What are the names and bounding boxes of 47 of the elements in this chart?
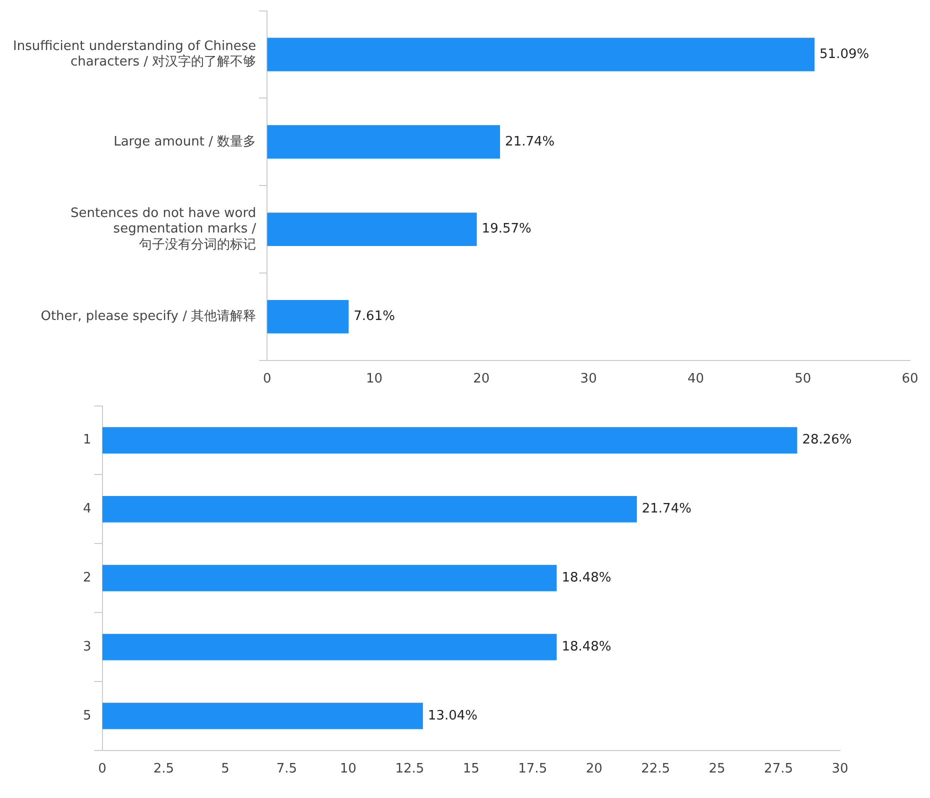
x-tick-label: 30 bbox=[832, 762, 848, 777]
data-label: 51.09% bbox=[820, 46, 870, 62]
x-tick-label: 7.5 bbox=[276, 762, 298, 777]
x-tick-label: 30 bbox=[580, 372, 597, 387]
bar bbox=[102, 702, 423, 730]
y-tick-label: 4 bbox=[82, 502, 92, 517]
bar bbox=[267, 212, 477, 246]
y-tick-label: 5 bbox=[82, 708, 92, 724]
x-tick-label: 22.5 bbox=[641, 762, 670, 777]
x-tick-label: 20 bbox=[586, 762, 602, 777]
data-label: 19.57% bbox=[482, 222, 532, 237]
x-tick-label: 5 bbox=[221, 762, 230, 777]
x-tick-label: 25 bbox=[708, 762, 726, 777]
y-tick-label: 3 bbox=[82, 639, 92, 654]
x-tick-label: 10 bbox=[340, 762, 356, 777]
data-label: 13.04% bbox=[428, 708, 478, 724]
x-tick-label: 20 bbox=[473, 372, 490, 387]
y-tick-label: Insufficient understanding of Chinese characters / 对汉字的了解不够 bbox=[12, 39, 256, 70]
data-label: 21.74% bbox=[642, 502, 692, 517]
x-tick-label: 0 bbox=[262, 372, 272, 387]
y-tick-label: 2 bbox=[82, 570, 92, 586]
x-tick-label: 50 bbox=[794, 372, 812, 387]
x-tick-label: 0 bbox=[98, 762, 106, 777]
bar bbox=[102, 564, 557, 592]
bar bbox=[267, 38, 815, 72]
y-tick-label: 1 bbox=[82, 432, 92, 448]
x-tick-label: 27.5 bbox=[764, 762, 793, 777]
y-tick-label: Other, please specify / 其他请解释 bbox=[40, 309, 256, 324]
x-tick-label: 15 bbox=[462, 762, 480, 777]
x-tick-label: 2.5 bbox=[153, 762, 174, 777]
bar bbox=[102, 496, 637, 522]
data-label: 7.61% bbox=[354, 309, 395, 324]
y-tick-label: Large amount / 数量多 bbox=[114, 134, 256, 150]
x-tick-label: 10 bbox=[366, 372, 383, 387]
bar bbox=[102, 634, 557, 660]
data-label: 21.74% bbox=[505, 134, 555, 150]
x-tick-label: 40 bbox=[687, 372, 704, 387]
y-tick-label: Sentences do not have word segmentation marks / 句子没有分词的标记 bbox=[70, 206, 257, 252]
data-label: 28.26% bbox=[802, 432, 852, 448]
bar bbox=[102, 427, 798, 454]
x-tick-label: 60 bbox=[902, 372, 918, 387]
bar bbox=[267, 300, 349, 334]
bar bbox=[267, 125, 500, 159]
data-label: 18.48% bbox=[562, 570, 612, 586]
data-label: 18.48% bbox=[562, 639, 612, 654]
x-tick-label: 12.5 bbox=[395, 762, 424, 777]
x-tick-label: 17.5 bbox=[518, 762, 548, 777]
